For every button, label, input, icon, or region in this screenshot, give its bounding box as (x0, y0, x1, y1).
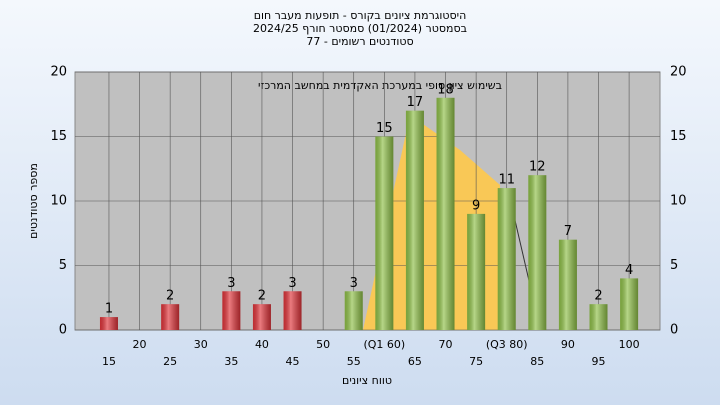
y-tick-label: 15 (50, 129, 67, 144)
data-label: 3 (288, 276, 296, 291)
x-tick-label: 40 (255, 338, 269, 351)
data-label: 2 (166, 289, 174, 304)
y-axis-label: מספר סטודנטים (27, 163, 40, 239)
y2-tick-label: 15 (670, 129, 687, 144)
bar-shine (589, 304, 608, 330)
x-tick-label: 55 (347, 355, 361, 368)
x-tick-label: (Q1 60) (363, 338, 405, 351)
data-label: 7 (564, 224, 572, 239)
y-tick-label: 5 (59, 258, 67, 273)
y-tick-label: 20 (50, 65, 67, 80)
data-label: 2 (258, 289, 266, 304)
y2-tick-label: 5 (670, 258, 678, 273)
x-tick-label: 25 (163, 355, 177, 368)
bar-shine (405, 110, 424, 330)
x-tick-label: 65 (408, 355, 422, 368)
quartile-shape (363, 115, 500, 330)
bar-shine (252, 304, 271, 330)
data-label: 9 (472, 198, 480, 213)
y2-tick-label: 0 (670, 323, 678, 338)
bar-shine (375, 136, 394, 330)
x-tick-label: 50 (316, 338, 330, 351)
data-label: 11 (498, 173, 515, 188)
data-label: 12 (529, 160, 546, 175)
data-label: 18 (437, 82, 454, 97)
y-tick-label: 10 (50, 194, 67, 209)
bar-shine (99, 317, 118, 330)
bar-shine (161, 304, 180, 330)
bar-shine (620, 278, 639, 330)
title-line: סטודנטים רשומים - 77 (306, 35, 413, 48)
data-label: 2 (594, 289, 602, 304)
data-label: 15 (376, 121, 393, 136)
data-label: 17 (407, 95, 424, 110)
data-label: 4 (625, 263, 633, 278)
x-tick-label: 70 (439, 338, 453, 351)
data-label: 3 (350, 276, 358, 291)
title-line: בסמסטר (01/2024) סמסטר חורף 2024/25 (253, 22, 467, 35)
bar-shine (558, 239, 577, 330)
bar-shine (497, 188, 516, 330)
x-tick-label: 75 (469, 355, 483, 368)
annotation: בשימוש ציון סופי במערכת האקדמית במחשב המ… (258, 79, 502, 92)
x-tick-label: 85 (530, 355, 544, 368)
x-tick-label: 15 (102, 355, 116, 368)
bar-shine (528, 175, 547, 330)
x-tick-label: 20 (133, 338, 147, 351)
x-tick-label: 30 (194, 338, 208, 351)
bar-shine (467, 213, 486, 330)
x-tick-label: 90 (561, 338, 575, 351)
title-line: היסטוגרמת ציונים בקורס - תופעות מעבר חום (254, 9, 467, 22)
x-tick-label: (Q3 80) (486, 338, 528, 351)
data-label: 3 (227, 276, 235, 291)
data-label: 1 (105, 302, 113, 317)
bar-shine (283, 291, 302, 330)
bar-shine (344, 291, 363, 330)
bar-shine (436, 97, 455, 330)
x-axis-label: טווח ציונים (342, 374, 392, 387)
y2-tick-label: 20 (670, 65, 687, 80)
bar-shine (222, 291, 241, 330)
x-tick-label: 45 (286, 355, 300, 368)
x-tick-label: 95 (592, 355, 606, 368)
y-tick-label: 0 (59, 323, 67, 338)
y2-tick-label: 10 (670, 194, 687, 209)
x-tick-label: 100 (619, 338, 640, 351)
x-tick-label: 35 (224, 355, 238, 368)
